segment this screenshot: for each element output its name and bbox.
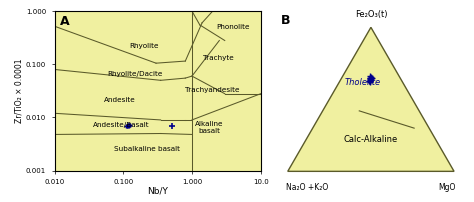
Text: Rhyolite/Dacite: Rhyolite/Dacite — [108, 71, 163, 77]
Text: Trachyte: Trachyte — [203, 55, 234, 61]
Text: Fe₂O₃(t): Fe₂O₃(t) — [355, 10, 387, 19]
Polygon shape — [288, 27, 454, 171]
Text: Tholeiite: Tholeiite — [345, 78, 381, 86]
Text: Andesite/Basalt: Andesite/Basalt — [92, 122, 149, 128]
Y-axis label: Zr/TiO₂ × 0.0001: Zr/TiO₂ × 0.0001 — [14, 59, 23, 123]
Text: Rhyolite: Rhyolite — [129, 43, 159, 49]
Text: Alkaline
basalt: Alkaline basalt — [195, 121, 224, 134]
X-axis label: Nb/Y: Nb/Y — [147, 186, 168, 195]
Text: A: A — [60, 15, 69, 28]
Text: B: B — [281, 14, 291, 27]
Text: Na₂O +K₂O: Na₂O +K₂O — [286, 183, 328, 192]
Text: MgO: MgO — [438, 183, 456, 192]
Text: Phonolite: Phonolite — [217, 24, 250, 30]
Text: Subalkaline basalt: Subalkaline basalt — [114, 146, 180, 152]
Text: Calc-Alkaline: Calc-Alkaline — [344, 135, 398, 144]
Text: Trachyandesite: Trachyandesite — [185, 87, 240, 93]
Text: Andesite: Andesite — [103, 97, 135, 103]
